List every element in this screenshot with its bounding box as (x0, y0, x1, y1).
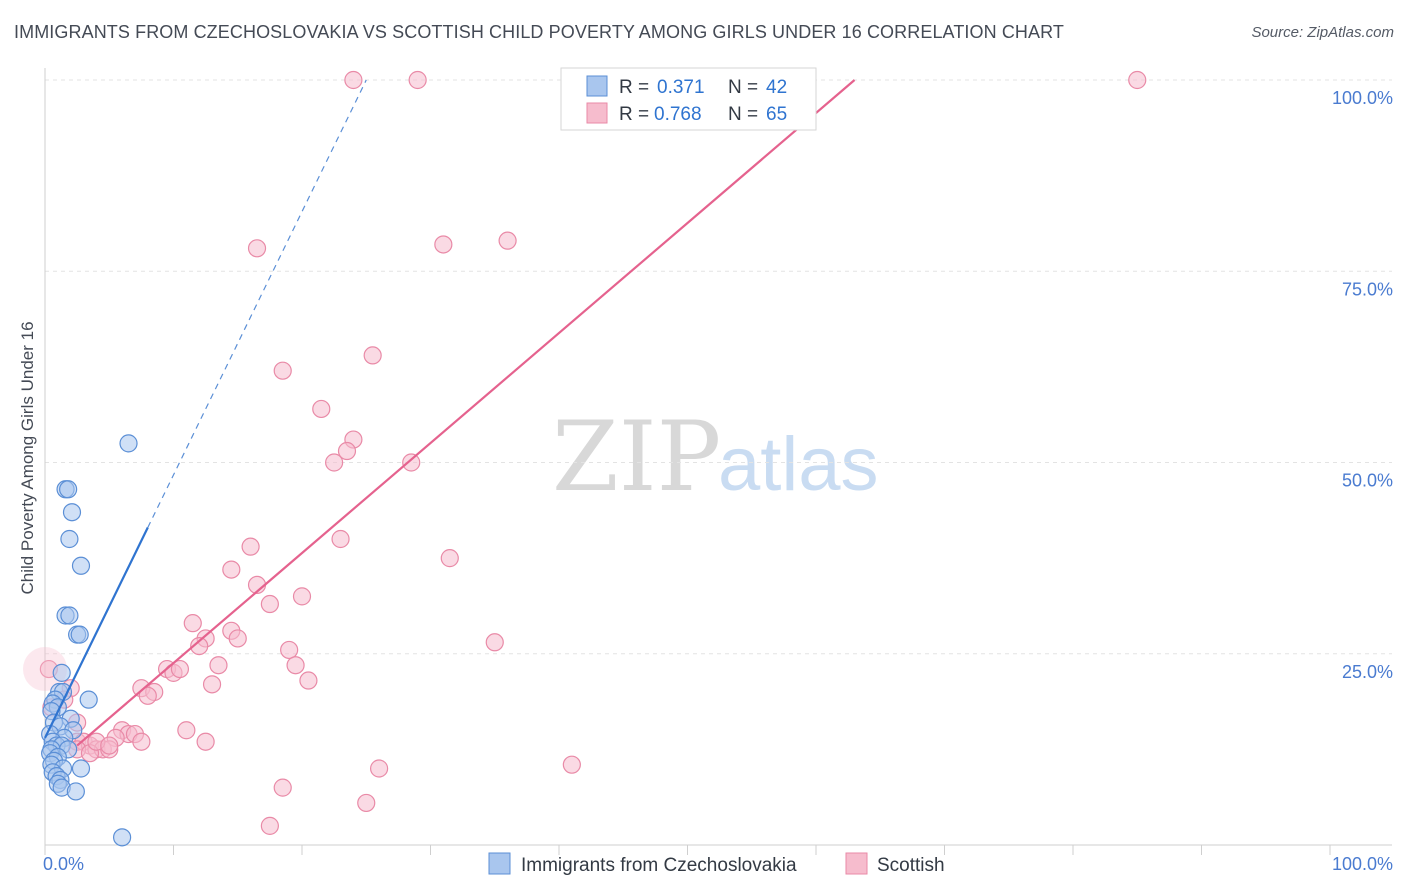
legend-n-label-1: N = (728, 77, 758, 98)
x-tick-labels: 0.0% 100.0% (43, 854, 1393, 874)
scottish-trend-line (76, 79, 856, 747)
legend-r-value-1: 0.371 (657, 77, 705, 98)
scottish-point-6 (498, 231, 517, 250)
czechoslovakia-point-10 (52, 663, 71, 682)
scottish-point-42 (177, 721, 196, 740)
scottish-point-17 (222, 560, 241, 579)
trend-lines (44, 79, 856, 747)
scottish-point-59 (370, 759, 389, 778)
scottish-point-37 (138, 686, 157, 705)
scottish-point-3 (1128, 70, 1147, 90)
czechoslovakia-point-2 (59, 480, 78, 499)
bottom-legend-label-czechoslovakia: Immigrants from Czechoslovakia (521, 855, 797, 876)
y-tick-label-1: 50.0% (1342, 471, 1393, 491)
czechoslovakia-point-11 (79, 690, 98, 709)
scottish-point-34 (202, 675, 222, 694)
scottish-point-4 (247, 239, 267, 258)
czechoslovakia-point-7 (60, 606, 79, 625)
legend-n-label-2: N = (728, 104, 758, 125)
scottish-point-27 (190, 636, 209, 656)
scottish-point-7 (273, 361, 292, 380)
czechoslovakia-points (41, 434, 138, 847)
bottom-legend-swatch-scottish (845, 852, 868, 875)
scottish-point-25 (280, 640, 299, 660)
scottish-point-5 (434, 235, 453, 254)
scottish-point-20 (292, 587, 312, 606)
legend-n-value-1: 42 (766, 77, 787, 98)
czechoslovakia-point-5 (71, 556, 91, 575)
y-tick-labels: 25.0% 50.0% 75.0% 100.0% (1332, 88, 1393, 682)
x-tick-label-0: 0.0% (43, 854, 84, 874)
scottish-point-50 (196, 732, 215, 751)
scottish-point-61 (357, 793, 376, 813)
legend-n-value-2: 65 (766, 104, 787, 125)
scottish-point-1 (408, 70, 427, 90)
czechoslovakia-point-41 (112, 828, 132, 847)
czechoslovakia-point-0 (119, 434, 138, 453)
watermark-zip: ZIP (552, 401, 721, 513)
scottish-point-60 (273, 778, 292, 797)
y-tick-label-0: 25.0% (1342, 662, 1393, 682)
scottish-point-9 (312, 399, 331, 419)
legend-r-label-1: R = (619, 77, 649, 98)
legend-r-label-2: R = (619, 104, 649, 125)
grid-lines (45, 79, 1392, 655)
scottish-point-33 (299, 671, 318, 690)
scottish-point-21 (183, 614, 202, 633)
scottish-point-8 (363, 346, 382, 365)
czechoslovakia-point-40 (66, 782, 85, 801)
source-credit: Source: ZipAtlas.com (1251, 24, 1394, 41)
legend-box: R = 0.371 N = 42 R = 0.768 N = 65 (560, 67, 817, 131)
scottish-point-26 (485, 633, 504, 652)
watermark-atlas: atlas (718, 422, 879, 507)
bottom-legend: Immigrants from Czechoslovakia Scottish (488, 852, 945, 876)
scottish-point-31 (209, 656, 228, 675)
scottish-point-12 (325, 453, 344, 472)
chart-title: IMMIGRANTS FROM CZECHOSLOVAKIA VS SCOTTI… (14, 22, 1065, 42)
scottish-point-24 (228, 629, 247, 648)
y-tick-label-3: 100.0% (1332, 88, 1393, 108)
scottish-cluster-halo (23, 647, 67, 692)
scottish-point-30 (170, 659, 190, 679)
scottish-point-0 (344, 70, 363, 90)
y-axis-label: Child Poverty Among Girls Under 16 (18, 321, 37, 594)
scottish-point-16 (440, 549, 459, 568)
czechoslovakia-trend-extension (147, 79, 367, 528)
scottish-point-47 (132, 732, 151, 751)
scottish-point-14 (241, 537, 260, 556)
legend-swatch-czechoslovakia (586, 75, 608, 97)
y-tick-label-2: 75.0% (1342, 279, 1393, 299)
scottish-point-62 (260, 816, 279, 835)
scottish-point-13 (402, 453, 421, 472)
czechoslovakia-point-9 (70, 625, 89, 644)
czechoslovakia-point-3 (62, 503, 82, 522)
bottom-legend-swatch-czechoslovakia (488, 852, 511, 875)
scottish-point-58 (562, 755, 581, 774)
scottish-point-11 (337, 441, 357, 461)
x-tick-label-1: 100.0% (1332, 854, 1393, 874)
legend-swatch-scottish (586, 102, 608, 124)
scottish-point-15 (331, 529, 350, 549)
czechoslovakia-point-34 (71, 759, 91, 778)
scottish-point-32 (286, 656, 305, 675)
legend-r-value-2: 0.768 (654, 104, 702, 125)
czechoslovakia-point-4 (60, 529, 79, 549)
czechoslovakia-trend-line (44, 527, 149, 739)
scottish-point-19 (260, 594, 279, 614)
scottish-point-64 (100, 736, 119, 755)
bottom-legend-label-scottish: Scottish (877, 855, 945, 876)
